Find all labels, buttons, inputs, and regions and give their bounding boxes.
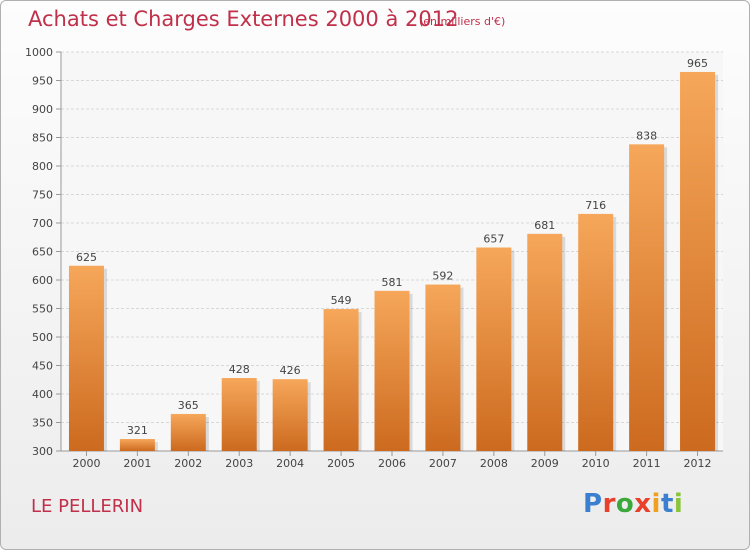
chart-title: Achats et Charges Externes 2000 à 2012 — [28, 7, 459, 31]
x-tick-label: 2002 — [174, 457, 202, 470]
bar[interactable] — [221, 378, 257, 451]
x-tick-label: 2005 — [327, 457, 355, 470]
x-tick-label: 2001 — [123, 457, 151, 470]
logo-letter: r — [602, 489, 616, 519]
bar[interactable] — [68, 265, 104, 451]
bar-value-label: 426 — [280, 364, 301, 377]
bar-value-label: 581 — [382, 276, 403, 289]
x-tick-label: 2011 — [633, 457, 661, 470]
bar[interactable] — [680, 71, 716, 451]
logo-letter: o — [615, 489, 635, 519]
logo-letter: x — [634, 489, 652, 519]
bar[interactable] — [629, 144, 665, 451]
x-tick-label: 2000 — [72, 457, 100, 470]
x-tick-label: 2010 — [582, 457, 610, 470]
y-tick-label: 950 — [32, 75, 53, 88]
bar[interactable] — [425, 284, 461, 451]
proxiti-logo[interactable]: Proxiti — [583, 489, 683, 519]
bar-value-label: 657 — [483, 233, 504, 246]
y-tick-label: 600 — [32, 274, 53, 287]
y-tick-label: 500 — [32, 331, 53, 344]
bar[interactable] — [476, 247, 512, 451]
bar-value-label: 549 — [331, 294, 352, 307]
y-tick-label: 450 — [32, 360, 53, 373]
location-label: LE PELLERIN — [31, 496, 144, 517]
bar[interactable] — [323, 309, 359, 451]
x-tick-label: 2008 — [480, 457, 508, 470]
x-tick-label: 2009 — [531, 457, 559, 470]
y-tick-label: 550 — [32, 303, 53, 316]
logo-letter: i — [651, 489, 661, 519]
y-tick-label: 300 — [32, 445, 53, 458]
bar-value-label: 838 — [636, 129, 657, 142]
chart-unit: (en milliers d'€) — [419, 15, 506, 28]
y-tick-label: 750 — [32, 189, 53, 202]
label-layer: 625 321 365 428 426 549 581 592 657 681 716 838 965 — [76, 57, 708, 437]
y-tick-label: 700 — [32, 217, 53, 230]
bar-value-label: 321 — [127, 424, 148, 437]
y-tick-label: 900 — [32, 103, 53, 116]
x-tick-label: 2006 — [378, 457, 406, 470]
y-tick-label: 1000 — [25, 46, 53, 59]
y-tick-label: 400 — [32, 388, 53, 401]
y-tick-label: 850 — [32, 132, 53, 145]
bar[interactable] — [170, 413, 206, 451]
x-tick-label: 2007 — [429, 457, 457, 470]
bar-value-label: 625 — [76, 251, 97, 264]
y-tick-label: 650 — [32, 246, 53, 259]
bar[interactable] — [578, 213, 614, 451]
bar-layer — [68, 71, 719, 451]
bar[interactable] — [119, 439, 155, 451]
bar-value-label: 965 — [687, 57, 708, 70]
bar[interactable] — [527, 233, 563, 451]
logo-letter: P — [583, 489, 603, 519]
bar-value-label: 592 — [432, 270, 453, 283]
x-tick-label: 2003 — [225, 457, 253, 470]
bar[interactable] — [272, 379, 308, 451]
bar-value-label: 716 — [585, 199, 606, 212]
bar-value-label: 365 — [178, 399, 199, 412]
x-tick-label: 2012 — [684, 457, 712, 470]
bar-value-label: 428 — [229, 363, 250, 376]
x-tick-label: 2004 — [276, 457, 304, 470]
logo-letter: t — [660, 489, 674, 519]
y-tick-label: 800 — [32, 160, 53, 173]
logo-letter: i — [673, 489, 684, 519]
bar[interactable] — [374, 290, 410, 451]
y-tick-label: 350 — [32, 417, 53, 430]
bar-value-label: 681 — [534, 219, 555, 232]
